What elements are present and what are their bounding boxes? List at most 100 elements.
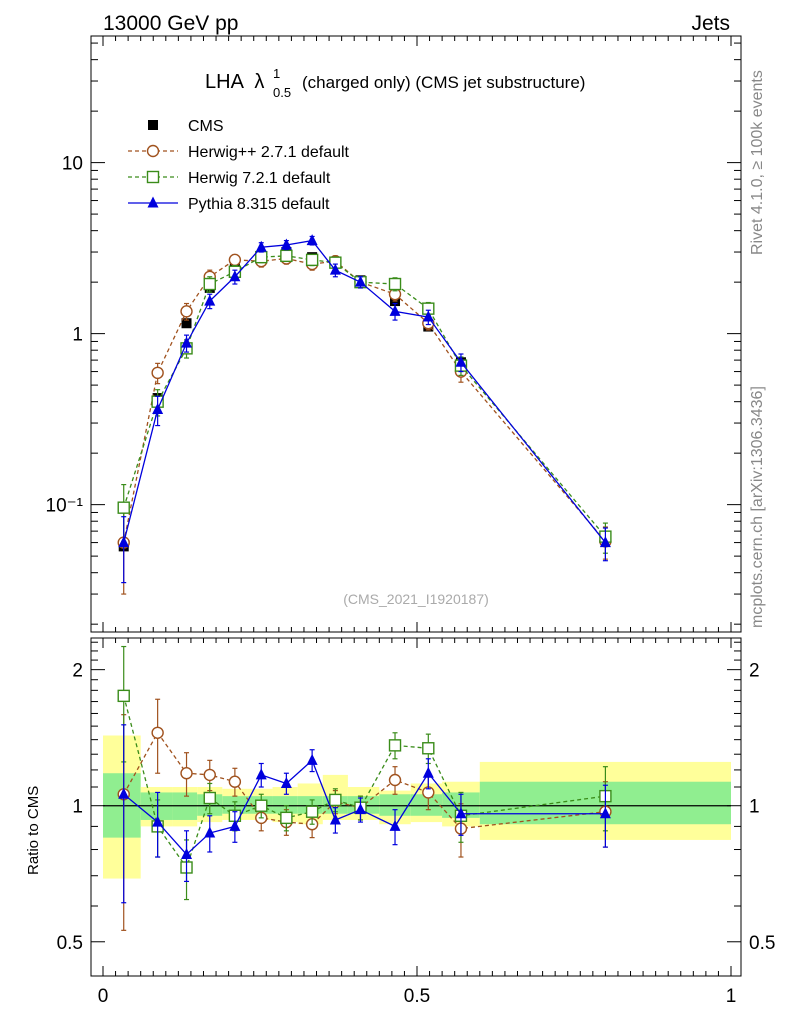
pythia-ratio-point	[599, 807, 611, 819]
herwigpp-ratio-point	[203, 768, 216, 782]
ratio-frame	[90, 637, 742, 977]
pythia-point	[329, 263, 341, 275]
pythia-point	[306, 234, 318, 246]
legend-marker	[147, 196, 159, 208]
pythia-point	[118, 536, 130, 548]
cms-point	[181, 318, 192, 329]
band-inner	[272, 796, 298, 814]
pythia-ratio-point	[389, 819, 401, 831]
pythia-point	[204, 294, 216, 306]
legend-label: CMS	[188, 118, 224, 135]
herwig7-point	[117, 501, 130, 514]
legend-item-pythia: Pythia 8.315 default	[128, 196, 330, 213]
chart-title: LHA λ 1 0.5 (charged only) (CMS jet subs…	[205, 66, 585, 100]
ratio-y-tick-label-right: 2	[749, 661, 760, 682]
ratio-ylabel: Ratio to CMS	[25, 786, 42, 875]
title-sub: 0.5	[273, 85, 291, 100]
herwig7-line	[123, 255, 606, 538]
series-cms	[118, 247, 611, 552]
herwigpp-line	[123, 257, 606, 543]
pythia-point	[422, 310, 434, 322]
pythia-ratio-point	[329, 813, 341, 825]
pythia-ratio-point	[229, 819, 241, 831]
y-tick-label: 10	[62, 154, 83, 175]
legend: CMS Herwig++ 2.7.1 default Herwig 7.2.1 de…	[128, 118, 350, 213]
series-pythia	[118, 234, 611, 904]
x-tick-label: 0	[98, 986, 109, 1007]
herwig7-ratio-point	[329, 793, 342, 807]
pythia-ratio-point	[306, 753, 318, 765]
legend-label: Pythia 8.315 default	[188, 196, 330, 213]
pythia-ratio-point	[280, 776, 292, 788]
legend-marker	[146, 144, 160, 158]
herwigpp-point	[151, 366, 164, 380]
herwigpp-point	[180, 305, 193, 318]
ratio-y-tick-label: 0.5	[57, 933, 83, 954]
header-left: 13000 GeV pp	[103, 12, 238, 35]
pythia-point	[152, 403, 164, 415]
mcplots-label: mcplots.cern.ch [arXiv:1306.3436]	[749, 386, 766, 628]
herwig7-ratio-point	[422, 742, 435, 755]
watermark: (CMS_2021_I1920187)	[343, 591, 489, 607]
pythia-point	[280, 238, 292, 250]
herwig7-point	[388, 277, 402, 291]
pythia-ratio-point	[354, 803, 366, 815]
ratio-y-tick-label: 2	[72, 661, 83, 682]
title-lambda: λ	[254, 71, 264, 93]
herwig7-ratio-point	[117, 689, 130, 703]
herwigpp-ratio-point	[228, 775, 242, 788]
herwig7-ratio-point	[203, 791, 216, 805]
legend-item-cms: CMS	[148, 118, 224, 135]
y-tick-label: 1	[72, 325, 83, 346]
pythia-ratio-point	[455, 807, 467, 819]
herwigpp-ratio-line	[123, 731, 606, 830]
herwig7-point	[305, 253, 319, 267]
legend-label: Herwig 7.2.1 default	[188, 170, 331, 187]
x-tick-label: 0.5	[404, 986, 430, 1007]
pythia-ratio-point	[255, 768, 267, 780]
pythia-point	[389, 304, 401, 316]
title-rest: (charged only) (CMS jet substructure)	[302, 73, 585, 92]
pythia-ratio-point	[422, 766, 434, 778]
x-tick-label: 1	[726, 986, 737, 1007]
legend-marker	[146, 170, 160, 184]
pythia-point	[255, 240, 267, 252]
rivet-label: Rivet 4.1.0, ≥ 100k events	[749, 70, 766, 255]
ratio-uncertainty-bands	[103, 735, 731, 879]
pythia-point	[229, 270, 241, 282]
pythia-ratio-point	[181, 847, 193, 859]
band-inner	[379, 794, 411, 816]
series-layer	[117, 234, 612, 931]
pythia-point	[354, 275, 366, 287]
ratio-y-tick-label: 1	[72, 797, 83, 818]
herwig7-point	[280, 249, 293, 263]
herwig7-ratio-point	[280, 811, 293, 825]
herwigpp-ratio-point	[180, 767, 193, 780]
herwig7-point	[203, 277, 216, 291]
svg-text:LHA λ: LHA λ	[205, 71, 264, 93]
pythia-ratio-line	[123, 759, 606, 856]
pythia-point	[599, 536, 611, 548]
legend-label: Herwig++ 2.7.1 default	[188, 144, 350, 161]
ratio-y-tick-label-right: 1	[749, 797, 760, 818]
pythia-ratio-point	[204, 826, 216, 838]
herwig7-ratio-point	[305, 805, 319, 818]
pythia-ratio-point	[118, 787, 130, 799]
pythia-line	[123, 239, 606, 543]
header-right: Jets	[691, 12, 730, 35]
axes: 0 0.5 1 10⁻¹ 1 10 0.5 0.5 1 1 2 2	[46, 35, 775, 1007]
pythia-point	[455, 355, 467, 367]
pythia-ratio-point	[152, 815, 164, 827]
herwig7-point	[255, 250, 268, 264]
band-inner	[410, 794, 443, 816]
herwig7-ratio-point	[388, 739, 402, 752]
title-sup: 1	[273, 66, 280, 81]
pythia-point	[181, 336, 193, 348]
herwigpp-ratio-point	[151, 726, 164, 739]
legend-marker	[148, 120, 158, 130]
y-tick-label: 10⁻¹	[46, 496, 84, 517]
herwig7-ratio-point	[255, 799, 268, 812]
legend-item-herwigpp: Herwig++ 2.7.1 default	[128, 144, 350, 161]
title-main: LHA	[205, 71, 245, 93]
